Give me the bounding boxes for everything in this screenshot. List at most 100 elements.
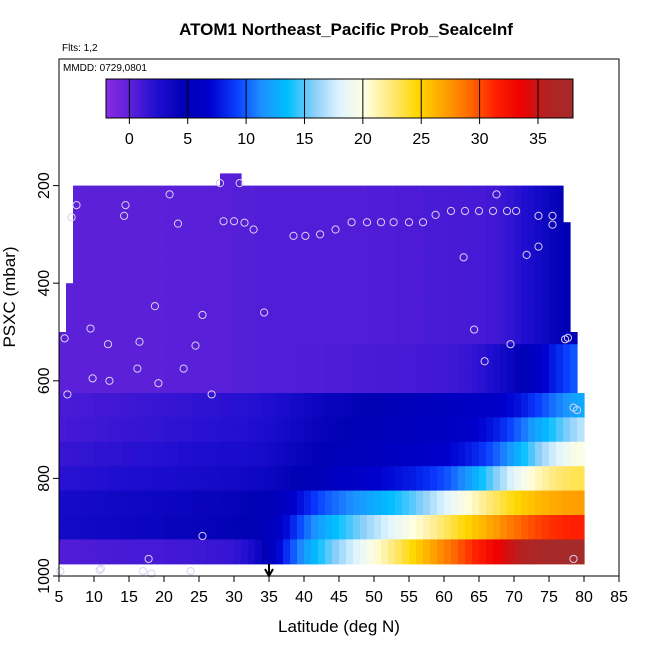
heatmap-cell <box>451 539 459 553</box>
heatmap-cell <box>178 502 186 516</box>
heatmap-cell <box>150 210 158 223</box>
heatmap-cell <box>542 490 550 504</box>
heatmap-cell <box>164 454 172 467</box>
heatmap-cell <box>248 258 256 272</box>
heatmap-cell <box>227 539 235 553</box>
heatmap-cell <box>318 502 326 516</box>
heatmap-cell <box>374 210 382 223</box>
heatmap-cell <box>94 551 102 565</box>
heatmap-cell <box>304 551 312 565</box>
heatmap-cell <box>290 417 298 431</box>
heatmap-cell <box>66 319 74 333</box>
heatmap-cell <box>353 393 361 406</box>
heatmap-cell <box>73 454 81 467</box>
heatmap-cell <box>220 478 228 492</box>
heatmap-cell <box>409 258 417 272</box>
heatmap-cell <box>199 478 207 492</box>
heatmap-cell <box>458 307 466 321</box>
heatmap-cell <box>444 307 452 321</box>
heatmap-cell <box>269 478 277 492</box>
heatmap-cell <box>388 490 396 504</box>
heatmap-cell <box>297 234 305 248</box>
heatmap-cell <box>108 490 116 504</box>
heatmap-cell <box>360 429 368 443</box>
heatmap-cell <box>234 271 242 284</box>
heatmap-cell <box>521 527 529 540</box>
heatmap-cell <box>164 356 172 370</box>
heatmap-cell <box>283 246 291 260</box>
heatmap-cell <box>59 429 67 443</box>
heatmap-cell <box>430 283 438 296</box>
heatmap-cell <box>101 393 109 406</box>
heatmap-cell <box>199 197 207 211</box>
observation-marker <box>460 206 470 216</box>
heatmap-cell <box>353 551 361 565</box>
heatmap-cell <box>115 551 123 565</box>
heatmap-cell <box>458 405 466 418</box>
heatmap-cell <box>108 295 116 309</box>
heatmap-cell <box>542 246 550 260</box>
heatmap-cell <box>332 356 340 370</box>
heatmap-cell <box>437 246 445 260</box>
heatmap-cell <box>171 539 179 553</box>
heatmap-cell <box>430 466 438 479</box>
heatmap-cell <box>150 307 158 321</box>
heatmap-cell <box>255 454 263 467</box>
heatmap-cell <box>283 417 291 431</box>
heatmap-cell <box>213 319 221 333</box>
heatmap-cell <box>262 332 270 345</box>
heatmap-cell <box>402 307 410 321</box>
heatmap-cell <box>199 441 207 455</box>
heatmap-cell <box>367 197 375 211</box>
heatmap-cell <box>549 441 557 455</box>
heatmap-cell <box>381 478 389 492</box>
heatmap-cell <box>535 222 543 235</box>
heatmap-cell <box>458 283 466 296</box>
heatmap-cell <box>73 393 81 406</box>
heatmap-cell <box>304 234 312 248</box>
heatmap-cell <box>129 478 137 492</box>
heatmap-cell <box>535 197 543 211</box>
heatmap-cell <box>556 539 564 553</box>
heatmap-cell <box>437 466 445 479</box>
heatmap-cell <box>59 393 67 406</box>
heatmap-cell <box>290 332 298 345</box>
heatmap-cell <box>451 417 459 431</box>
heatmap-cell <box>402 344 410 357</box>
heatmap-cell <box>346 454 354 467</box>
heatmap-cell <box>542 393 550 406</box>
heatmap-cell <box>213 185 221 199</box>
heatmap-cell <box>269 417 277 431</box>
heatmap-cell <box>395 258 403 272</box>
heatmap-cell <box>353 417 361 431</box>
heatmap-cell <box>500 368 508 382</box>
heatmap-cell <box>80 332 88 345</box>
heatmap-cell <box>472 234 480 248</box>
heatmap-cell <box>395 307 403 321</box>
heatmap-cell <box>500 405 508 418</box>
heatmap-cell <box>87 185 95 199</box>
heatmap-cell <box>80 393 88 406</box>
heatmap-cell <box>262 307 270 321</box>
heatmap-cell <box>157 490 165 504</box>
heatmap-cell <box>241 551 249 565</box>
heatmap-cell <box>164 368 172 382</box>
heatmap-cell <box>290 295 298 309</box>
heatmap-cell <box>227 502 235 516</box>
heatmap-cell <box>304 222 312 235</box>
heatmap-cell <box>164 319 172 333</box>
heatmap-cell <box>563 515 571 528</box>
heatmap-cell <box>150 441 158 455</box>
heatmap-cell <box>416 185 424 199</box>
heatmap-cell <box>304 380 312 394</box>
heatmap-cell <box>101 490 109 504</box>
heatmap-cell <box>465 271 473 284</box>
heatmap-cell <box>339 515 347 528</box>
heatmap-cell <box>143 197 151 211</box>
heatmap-cell <box>122 405 130 418</box>
heatmap-cell <box>290 356 298 370</box>
heatmap-cell <box>206 210 214 223</box>
heatmap-cell <box>409 441 417 455</box>
heatmap-cell <box>360 197 368 211</box>
heatmap-cell <box>143 393 151 406</box>
